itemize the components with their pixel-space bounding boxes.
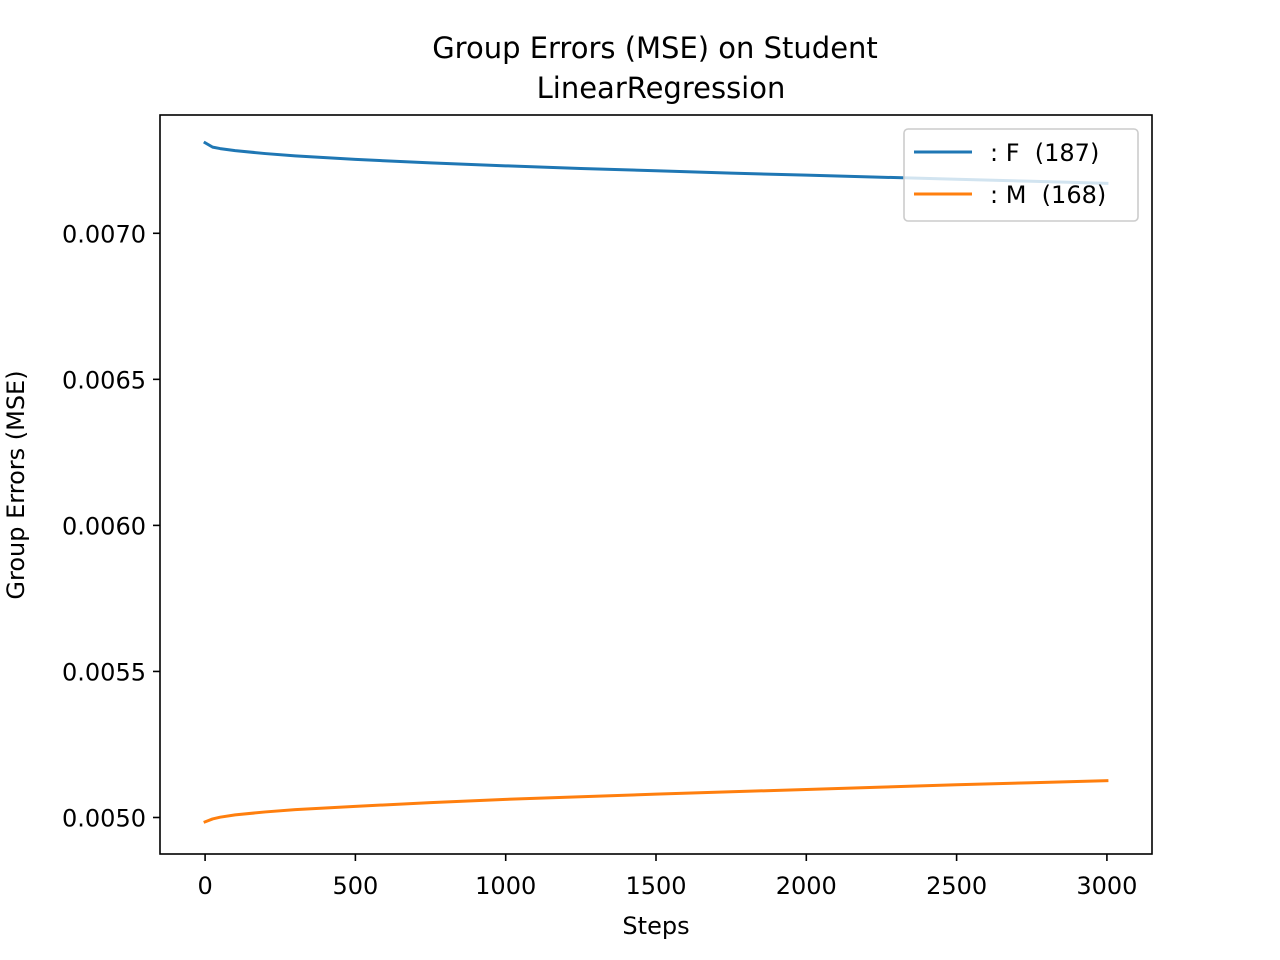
y-tick-label: 0.0070 xyxy=(62,220,146,248)
y-axis-label: Group Errors (MSE) xyxy=(2,370,30,599)
chart-title-line-1: Group Errors (MSE) on Student xyxy=(432,31,878,65)
y-tick-label: 0.0065 xyxy=(62,366,146,394)
series-line-m xyxy=(203,779,1109,824)
x-tick-label: 1500 xyxy=(625,872,686,900)
chart-title: Group Errors (MSE) on Student LinearRegr… xyxy=(432,31,878,105)
x-tick-label: 3000 xyxy=(1076,872,1137,900)
legend-label-f: : F (187) xyxy=(990,139,1099,167)
y-tick-label: 0.0055 xyxy=(62,658,146,686)
x-tick-label: 2000 xyxy=(776,872,837,900)
plot-area-frame xyxy=(159,114,1153,855)
x-tick-label: 1000 xyxy=(475,872,536,900)
chart-title-line-2: LinearRegression xyxy=(537,71,786,105)
y-tick-label: 0.0050 xyxy=(62,804,146,832)
x-tick-label: 0 xyxy=(197,872,212,900)
x-tick-label: 500 xyxy=(332,872,378,900)
y-tick-label: 0.0060 xyxy=(62,512,146,540)
chart-legend: : F (187) : M (168) xyxy=(903,128,1139,222)
x-tick-label: 2500 xyxy=(926,872,987,900)
legend-label-m: : M (168) xyxy=(990,181,1106,209)
y-axis-ticks: 0.0050 0.0055 0.0060 0.0065 0.0070 xyxy=(62,220,160,832)
series-lines xyxy=(203,140,1109,824)
x-axis-ticks: 0 500 1000 1500 2000 2500 3000 xyxy=(197,854,1137,900)
x-axis-label: Steps xyxy=(622,912,689,940)
